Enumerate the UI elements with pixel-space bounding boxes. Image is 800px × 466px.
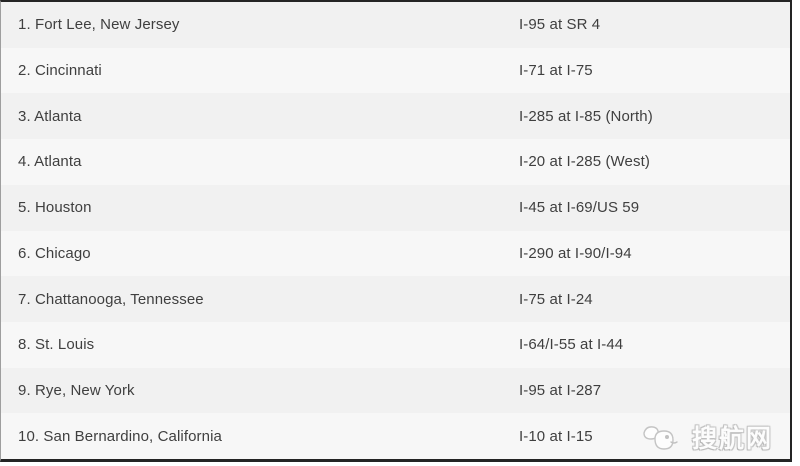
table-row: 1. Fort Lee, New Jersey I-95 at SR 4	[1, 2, 790, 48]
interchange-cell: I-95 at SR 4	[519, 16, 601, 34]
location-cell: 2. Cincinnati	[18, 62, 102, 80]
location-cell: 6. Chicago	[18, 244, 91, 262]
table-row: 4. Atlanta I-20 at I-285 (West)	[1, 139, 790, 185]
location-cell: 4. Atlanta	[18, 153, 82, 171]
table-row: 5. Houston I-45 at I-69/US 59	[1, 184, 790, 231]
interchange-cell: I-285 at I-85 (North)	[519, 107, 653, 125]
interchange-cell: I-71 at I-75	[519, 62, 593, 80]
table-row: 10. San Bernardino, California I-10 at I…	[1, 413, 790, 460]
location-cell: 3. Atlanta	[18, 107, 82, 125]
interchange-cell: I-20 at I-285 (West)	[519, 153, 650, 171]
interchange-cell: I-45 at I-69/US 59	[519, 199, 640, 217]
table-row: 6. Chicago I-290 at I-90/I-94	[1, 230, 790, 277]
location-cell: 8. St. Louis	[18, 336, 95, 354]
interchange-cell: I-290 at I-90/I-94	[519, 244, 632, 262]
table-row: 9. Rye, New York I-95 at I-287	[1, 367, 790, 414]
interchange-cell: I-75 at I-24	[519, 290, 593, 308]
interchange-cell: I-10 at I-15	[519, 427, 593, 445]
location-cell: 1. Fort Lee, New Jersey	[18, 16, 180, 34]
table-row: 3. Atlanta I-285 at I-85 (North)	[1, 93, 790, 140]
interchange-cell: I-95 at I-287	[519, 381, 602, 399]
location-cell: 10. San Bernardino, California	[18, 427, 222, 445]
table-row: 2. Cincinnati I-71 at I-75	[1, 47, 790, 94]
interchange-cell: I-64/I-55 at I-44	[519, 336, 624, 354]
table-row: 8. St. Louis I-64/I-55 at I-44	[1, 321, 790, 368]
location-cell: 7. Chattanooga, Tennessee	[18, 290, 204, 308]
location-cell: 9. Rye, New York	[18, 381, 135, 399]
table-row: 7. Chattanooga, Tennessee I-75 at I-24	[1, 276, 790, 322]
location-cell: 5. Houston	[18, 199, 92, 217]
